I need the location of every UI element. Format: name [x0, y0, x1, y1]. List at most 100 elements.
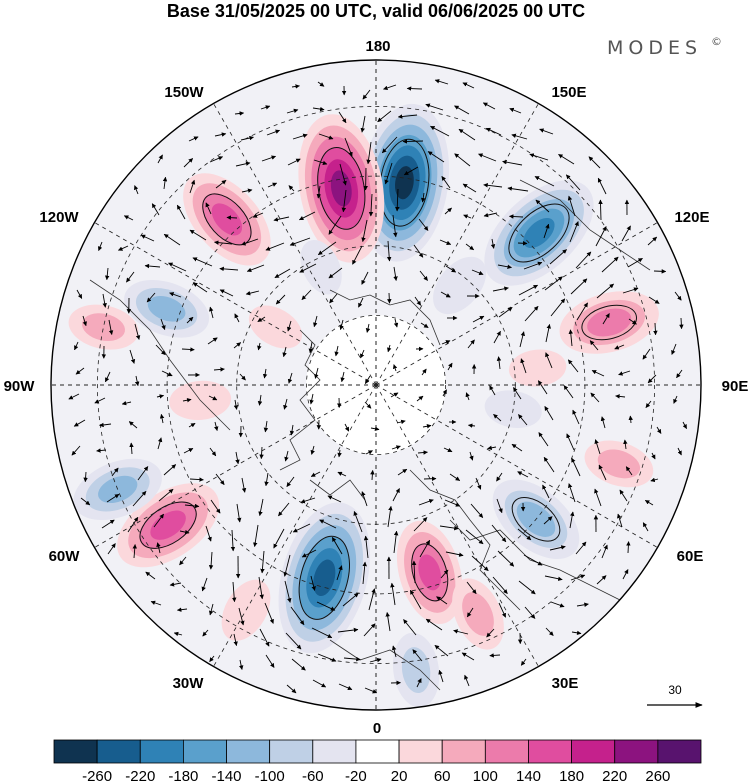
colorbar-tick-label: -20 — [345, 768, 367, 783]
wind-vector-arrow — [482, 102, 496, 110]
wind-vector-arrow — [469, 451, 474, 461]
anomaly-contour-band — [433, 256, 487, 315]
anomaly-blob — [73, 458, 162, 521]
wind-vector-arrow — [368, 588, 376, 611]
meridian-line — [213, 384, 377, 667]
colorbar-tick-label: -140 — [211, 768, 241, 783]
wind-vector-arrow — [438, 669, 444, 683]
wind-vector-arrow — [569, 511, 575, 529]
wind-vector-arrow — [186, 316, 194, 324]
wind-vector-arrow — [651, 452, 656, 460]
wind-vector-arrow — [264, 602, 274, 624]
wind-vector-arrow — [644, 500, 654, 506]
wind-vector-arrow — [677, 447, 682, 456]
lon-label-180: 180 — [365, 38, 390, 55]
wind-vector-arrow — [273, 216, 290, 222]
wind-vector-arrow — [208, 395, 218, 401]
colorbar-tick-label: -100 — [255, 768, 285, 783]
wind-vector-arrow — [596, 575, 607, 585]
wind-vector-arrow — [151, 203, 160, 216]
wind-vector-arrow — [589, 340, 599, 351]
wind-vector-arrow — [209, 306, 214, 319]
wind-vector-arrow — [576, 302, 588, 321]
wind-vector-arrow — [289, 424, 295, 436]
wind-vector-arrow — [412, 649, 423, 662]
lon-label-0: 0 — [373, 720, 381, 737]
wind-vector-arrow — [334, 345, 339, 357]
wind-vector-arrow — [676, 369, 683, 379]
wind-vector-arrow — [385, 612, 391, 632]
wind-vector-arrow — [300, 497, 316, 504]
wind-vector-arrow — [518, 580, 536, 595]
brand-name: MODES — [607, 37, 702, 59]
wind-vector-arrow — [466, 581, 477, 595]
map-title: Base 31/05/2025 00 UTC, valid 06/06/2025… — [167, 1, 585, 21]
wind-vector-arrow — [465, 243, 475, 251]
wind-vector-arrow — [466, 607, 474, 618]
lon-label-60e: 60E — [677, 548, 704, 565]
wind-vector-arrow — [310, 445, 315, 455]
wind-vector-arrow — [273, 528, 285, 549]
wind-vector-arrow — [674, 291, 682, 301]
wind-vector-arrow — [343, 656, 361, 662]
coastline-greenland — [309, 479, 366, 501]
wind-vector-arrow — [465, 529, 484, 545]
wind-vector-arrow — [498, 307, 513, 318]
wind-vector-arrow — [292, 523, 311, 533]
wind-vector-arrow — [483, 212, 498, 218]
wind-vector-arrow — [558, 154, 575, 165]
wind-vector-arrow — [286, 684, 297, 694]
wind-vector-arrow — [245, 290, 260, 296]
wind-vector-arrow — [233, 342, 242, 349]
wind-vector-arrow — [161, 370, 173, 377]
wind-vector-arrow — [235, 451, 240, 465]
wind-vector-arrow — [458, 128, 476, 141]
wind-vector-arrow — [360, 115, 366, 133]
wind-vector-arrow — [183, 158, 194, 168]
wind-vector-arrow — [642, 522, 649, 532]
wind-vector-arrow — [265, 654, 275, 668]
wind-vector-arrow — [671, 343, 677, 355]
wind-vector-arrow — [129, 349, 136, 364]
wind-vector-arrow — [312, 106, 325, 112]
wind-vector-arrow — [236, 503, 242, 523]
wind-vector-arrow — [545, 352, 553, 369]
wind-vector-arrow — [393, 318, 399, 328]
wind-vector-arrow — [414, 296, 422, 306]
wind-vector-arrow — [331, 537, 343, 555]
wind-vector-arrow — [370, 426, 380, 431]
wind-vector-arrow — [656, 426, 662, 434]
anomaly-blob — [248, 305, 303, 349]
wind-vector-arrow — [274, 268, 291, 279]
wind-vector-arrow — [496, 498, 503, 514]
anomaly-contour-band — [150, 510, 186, 540]
wind-vector-arrow — [648, 296, 660, 304]
lon-label-90w: 90W — [4, 378, 36, 395]
wind-vector-arrow — [259, 446, 264, 460]
wind-vector-arrow — [454, 153, 471, 167]
wind-vector-arrow — [434, 79, 449, 85]
wind-vector-arrow — [442, 389, 447, 397]
wind-vector-arrow — [337, 449, 342, 458]
wind-vector-arrow — [287, 372, 293, 384]
wind-vector-arrow — [539, 128, 554, 135]
wind-vector-arrow — [365, 323, 371, 333]
wind-vector-arrow — [508, 214, 524, 219]
wind-vector-arrow — [258, 576, 264, 600]
wind-vector-arrow — [226, 215, 238, 220]
wind-vector-arrow — [467, 423, 476, 428]
wind-vector-arrow — [312, 679, 327, 688]
wind-vector-arrow — [184, 503, 200, 509]
wind-vector-arrow — [463, 214, 472, 219]
wind-vector-arrow — [209, 156, 224, 163]
lon-label-150w: 150W — [164, 84, 204, 101]
wind-vector-arrow — [425, 618, 443, 631]
wind-vector-arrow — [628, 415, 633, 424]
colorbar-swatch — [614, 739, 659, 764]
wind-vector-arrow — [529, 153, 549, 161]
anomaly-contour-band — [98, 475, 138, 504]
wind-vector-arrow — [441, 176, 451, 189]
map-disk-border — [50, 59, 702, 711]
wind-vector-arrow — [108, 319, 114, 335]
